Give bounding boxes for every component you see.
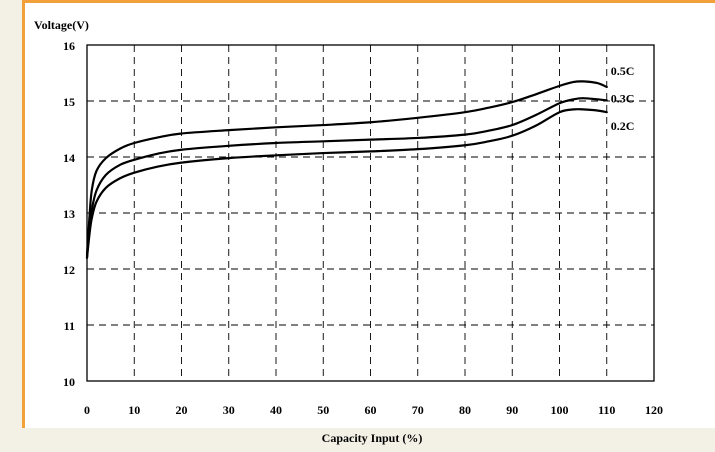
- tick-labels: 0 10 20 30 40 50 60 70 80 90 100 110 120 10 11 12 13 14 15…: [63, 39, 663, 417]
- x-tick-label: 30: [223, 403, 235, 417]
- x-tick-label: 80: [459, 403, 471, 417]
- x-tick-label: 90: [506, 403, 518, 417]
- y-tick-label: 12: [63, 263, 75, 277]
- y-tick-label: 16: [63, 39, 75, 53]
- series-labels: 0.5C 0.3C 0.2C: [611, 64, 635, 133]
- y-tick-label: 13: [63, 207, 75, 221]
- x-tick-label: 10: [128, 403, 140, 417]
- x-tick-label: 50: [317, 403, 329, 417]
- series-line-1: [85, 80, 608, 257]
- chart-frame: [22, 0, 715, 428]
- x-tick-label: 20: [176, 403, 188, 417]
- x-tick-label: 60: [365, 403, 377, 417]
- y-tick-label: 14: [63, 151, 75, 165]
- x-tick-label: 110: [598, 403, 615, 417]
- series-line-2: [85, 97, 608, 259]
- x-axis-label: Capacity Input (%): [322, 431, 423, 445]
- plot-area-border: [86, 44, 655, 382]
- series-label: 0.2C: [611, 119, 635, 133]
- y-tick-label: 10: [63, 375, 75, 389]
- x-tick-label: 120: [645, 403, 663, 417]
- series-label: 0.5C: [611, 64, 635, 78]
- x-tick-label: 40: [270, 403, 282, 417]
- x-tick-label: 0: [84, 403, 90, 417]
- series-lines: [85, 80, 608, 259]
- y-tick-label: 11: [64, 319, 75, 333]
- series-label: 0.3C: [611, 91, 635, 105]
- series-line-3: [85, 108, 608, 259]
- y-tick-label: 15: [63, 95, 75, 109]
- grid: [87, 45, 654, 381]
- y-axis-label: Voltage(V): [34, 18, 89, 32]
- x-tick-label: 70: [412, 403, 424, 417]
- x-tick-label: 100: [551, 403, 569, 417]
